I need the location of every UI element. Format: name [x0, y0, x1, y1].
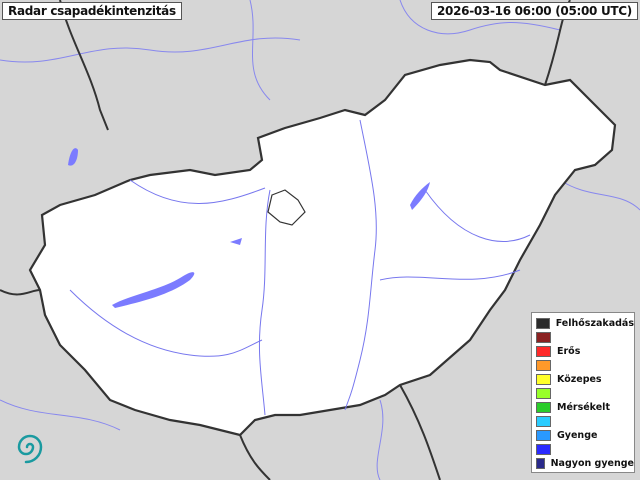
- legend-item: Erős: [536, 344, 634, 358]
- spiral-logo-icon: [17, 434, 43, 464]
- legend-item: Gyenge: [536, 428, 634, 442]
- legend-swatch: [536, 331, 551, 343]
- legend-swatch: [536, 443, 551, 455]
- legend-swatch: [536, 387, 551, 399]
- timestamp: 2026-03-16 06:00 (05:00 UTC): [431, 2, 638, 20]
- legend-label: Nagyon gyenge: [550, 457, 634, 469]
- rivers: [69, 119, 531, 416]
- legend-item: [536, 386, 634, 400]
- legend-swatch: [536, 373, 551, 385]
- hungary-territory: [28, 58, 617, 437]
- legend-item: [536, 414, 634, 428]
- legend-swatch: [536, 457, 545, 469]
- lake-balaton: [112, 272, 195, 308]
- legend-swatch: [536, 401, 551, 413]
- legend-swatch: [536, 415, 551, 427]
- legend-item: [536, 442, 634, 456]
- lakes: [68, 148, 430, 308]
- legend-label: Gyenge: [557, 429, 598, 441]
- intensity-legend: Felhőszakadás Erős Közepes Mérsékelt Gyenge N…: [531, 312, 635, 473]
- lake-velence: [230, 238, 242, 245]
- legend-item: Mérsékelt: [536, 400, 634, 414]
- budapest-boundary: [267, 189, 306, 226]
- legend-label: Mérsékelt: [557, 401, 610, 413]
- legend-swatch: [536, 317, 550, 329]
- map-title: Radar csapadékintenzitás: [2, 2, 182, 20]
- legend-item: Közepes: [536, 372, 634, 386]
- lake-tisza: [410, 182, 430, 210]
- legend-label: Közepes: [557, 373, 602, 385]
- legend-label: Felhőszakadás: [555, 317, 634, 329]
- legend-swatch: [536, 429, 551, 441]
- legend-item: Nagyon gyenge: [536, 456, 634, 470]
- legend-item: [536, 358, 634, 372]
- lake-neusiedl: [68, 148, 78, 166]
- legend-item: Felhőszakadás: [536, 316, 634, 330]
- legend-item: [536, 330, 634, 344]
- legend-label: Erős: [557, 345, 581, 357]
- legend-swatch: [536, 359, 551, 371]
- legend-swatch: [536, 345, 551, 357]
